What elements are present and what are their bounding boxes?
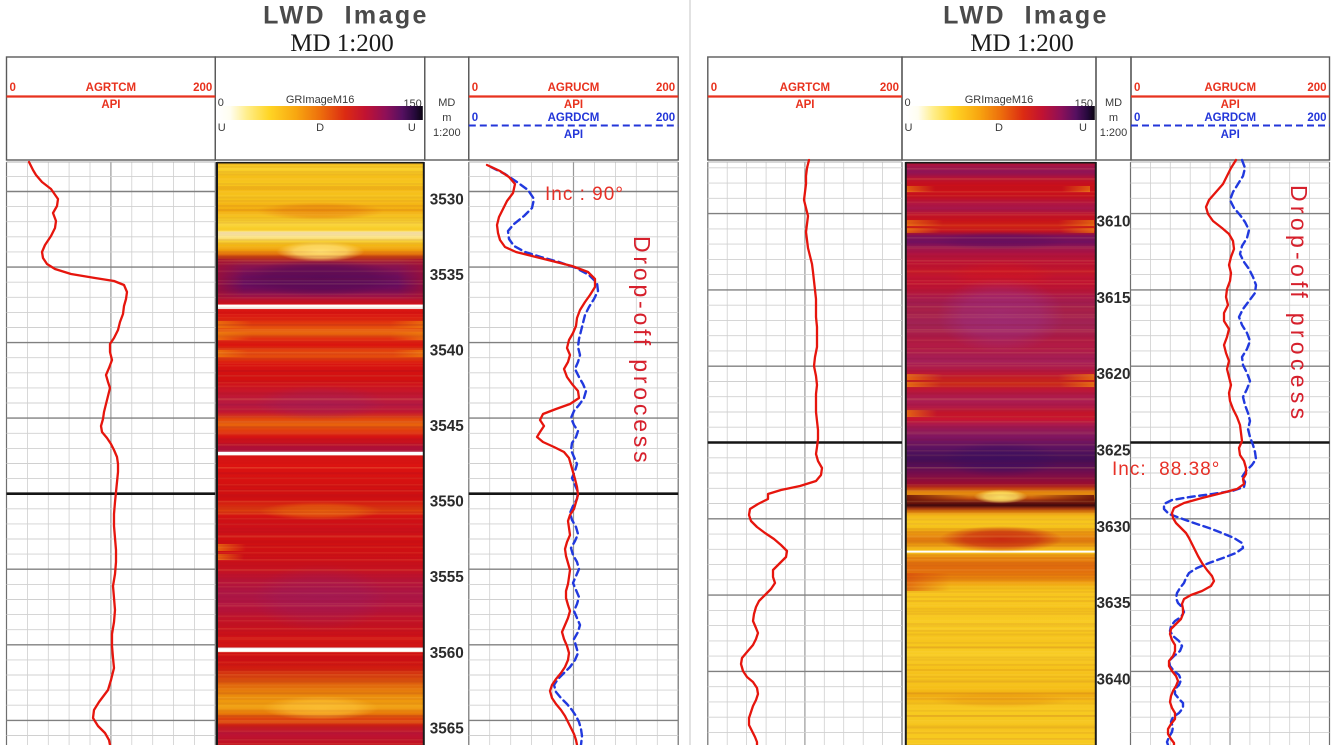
svg-text:Drop-off process: Drop-off process [629,236,655,466]
svg-text:API: API [101,99,120,111]
svg-text:D: D [995,122,1003,134]
svg-text:3565: 3565 [430,720,465,737]
svg-text:3640: 3640 [1096,671,1130,688]
svg-text:3535: 3535 [430,267,465,284]
svg-text:3620: 3620 [1096,366,1130,383]
svg-text:LWD Image: LWD Image [263,2,429,30]
svg-text:GRImageM16: GRImageM16 [286,94,354,106]
svg-text:AGRTCM: AGRTCM [780,82,830,94]
svg-text:m: m [442,112,451,124]
svg-text:GRImageM16: GRImageM16 [965,94,1033,106]
svg-text:3625: 3625 [1096,443,1131,460]
svg-text:MD: MD [1105,97,1122,109]
svg-text:0: 0 [1134,112,1140,124]
svg-text:AGRUCM: AGRUCM [1204,82,1256,94]
svg-text:200: 200 [656,112,675,124]
svg-text:200: 200 [656,82,675,94]
svg-text:0: 0 [472,82,478,94]
svg-text:1:200: 1:200 [433,127,461,139]
svg-text:3610: 3610 [1096,214,1130,231]
svg-text:API: API [1221,129,1240,141]
svg-text:3630: 3630 [1096,519,1130,536]
svg-text:0: 0 [1134,82,1140,94]
svg-text:AGRUCM: AGRUCM [548,82,600,94]
svg-text:200: 200 [880,82,899,94]
svg-text:U: U [218,122,226,134]
svg-text:AGRTCM: AGRTCM [86,82,136,94]
svg-text:3635: 3635 [1096,595,1131,612]
svg-text:D: D [316,122,324,134]
svg-text:0: 0 [218,97,224,109]
svg-text:API: API [564,129,583,141]
svg-text:U: U [408,122,416,134]
svg-text:3540: 3540 [430,343,464,360]
svg-text:AGRDCM: AGRDCM [1204,112,1256,124]
svg-text:200: 200 [1307,112,1326,124]
svg-text:MD 1:200: MD 1:200 [970,30,1073,57]
svg-text:1:200: 1:200 [1100,127,1128,139]
svg-text:API: API [564,99,583,111]
svg-text:3560: 3560 [430,645,464,662]
svg-text:MD 1:200: MD 1:200 [290,30,393,57]
svg-text:API: API [795,99,814,111]
svg-text:0: 0 [472,112,478,124]
svg-text:Drop-off process: Drop-off process [1286,185,1312,423]
svg-text:0: 0 [905,97,911,109]
svg-text:3550: 3550 [430,494,464,511]
svg-text:3555: 3555 [430,569,465,586]
svg-text:Inc: 88.38°: Inc: 88.38° [1112,459,1220,480]
svg-text:API: API [1221,99,1240,111]
svg-text:m: m [1109,112,1118,124]
svg-text:200: 200 [1307,82,1326,94]
svg-text:200: 200 [193,82,212,94]
svg-text:AGRDCM: AGRDCM [548,112,600,124]
svg-text:Inc : 90°: Inc : 90° [545,184,624,205]
svg-text:0: 0 [10,82,16,94]
svg-text:3615: 3615 [1096,290,1131,307]
svg-text:LWD Image: LWD Image [943,2,1109,30]
svg-text:MD: MD [438,97,455,109]
svg-text:U: U [905,122,913,134]
svg-text:0: 0 [711,82,717,94]
svg-text:3545: 3545 [430,418,465,435]
svg-text:U: U [1079,122,1087,134]
svg-text:3530: 3530 [430,192,464,209]
